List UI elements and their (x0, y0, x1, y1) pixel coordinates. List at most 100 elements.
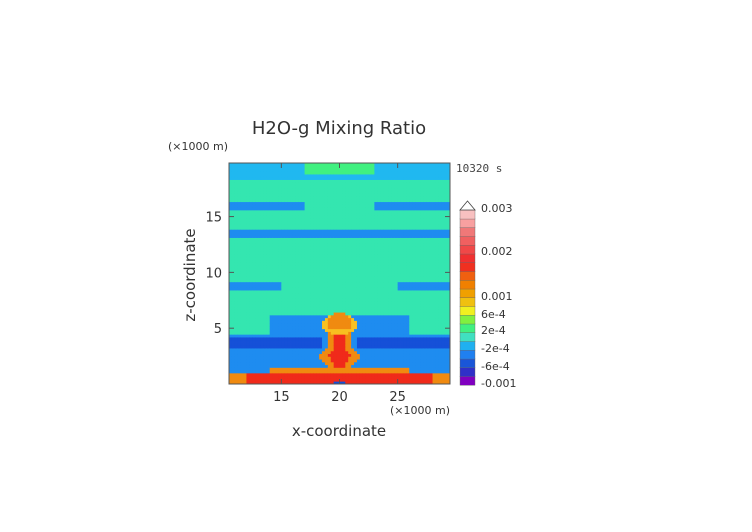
heatmap-cell (266, 265, 271, 269)
heatmap-cell (278, 223, 282, 227)
heatmap-cell (397, 364, 401, 368)
heatmap-cell (316, 370, 320, 374)
heatmap-cell (339, 185, 343, 189)
heatmap-cell (281, 331, 285, 335)
heatmap-cell (388, 256, 393, 261)
heatmap-cell (359, 364, 364, 368)
heatmap-cell (351, 187, 355, 192)
heatmap-cell (269, 290, 274, 294)
heatmap-cell (231, 256, 236, 261)
heatmap-cell (272, 348, 276, 352)
heatmap-cell (266, 287, 271, 291)
heatmap-cell (368, 168, 372, 172)
heatmap-cell (249, 276, 253, 280)
heatmap-cell (400, 223, 404, 227)
heatmap-cell (295, 317, 300, 321)
heatmap-cell (356, 312, 361, 316)
heatmap-cell (260, 237, 265, 241)
heatmap-cell (327, 372, 332, 377)
heatmap-cell (403, 226, 407, 230)
heatmap-cell (339, 193, 343, 197)
heatmap-cell (292, 168, 297, 172)
heatmap-cell (307, 223, 311, 227)
heatmap-cell (368, 295, 372, 299)
heatmap-cell (281, 248, 285, 252)
heatmap-cell (359, 168, 364, 172)
heatmap-cell (359, 290, 364, 294)
heatmap-cell (359, 179, 364, 183)
heatmap-cell (386, 232, 390, 236)
heatmap-cell (243, 334, 247, 338)
heatmap-cell (333, 179, 337, 183)
heatmap-cell (400, 187, 404, 192)
heatmap-cell (231, 223, 236, 227)
heatmap-cell (275, 240, 279, 244)
heatmap-cell (374, 314, 378, 319)
heatmap-cell (362, 243, 367, 247)
heatmap-cell (229, 234, 233, 238)
heatmap-cell (409, 320, 413, 324)
heatmap-cell (324, 292, 329, 296)
heatmap-cell (298, 171, 303, 175)
heatmap-cell (330, 245, 335, 250)
heatmap-cell (380, 165, 384, 169)
heatmap-cell (295, 171, 300, 175)
heatmap-cell (310, 251, 314, 255)
heatmap-cell (269, 361, 274, 366)
heatmap-cell (287, 256, 291, 261)
heatmap-cell (240, 209, 244, 214)
heatmap-cell (266, 215, 271, 219)
heatmap-cell (295, 165, 300, 169)
heatmap-cell (266, 245, 271, 250)
heatmap-cell (374, 201, 378, 205)
heatmap-cell (269, 312, 274, 316)
heatmap-cell (333, 207, 337, 211)
heatmap-cell (403, 168, 407, 172)
heatmap-cell (388, 323, 393, 327)
heatmap-cell (263, 226, 268, 230)
heatmap-cell (307, 240, 311, 244)
heatmap-cell (313, 331, 317, 335)
heatmap-cell (403, 165, 407, 169)
heatmap-cell (240, 325, 244, 330)
heatmap-cell (229, 298, 233, 302)
heatmap-cell (298, 218, 303, 222)
heatmap-cell (322, 361, 326, 366)
heatmap-cell (374, 323, 378, 327)
heatmap-cell (229, 370, 233, 374)
heatmap-cell (252, 295, 256, 299)
heatmap-cell (386, 314, 390, 319)
heatmap-cell (362, 276, 367, 280)
heatmap-cell (354, 279, 358, 283)
heatmap-cell (272, 209, 276, 214)
heatmap-cell (272, 364, 276, 368)
heatmap-cell (342, 337, 346, 341)
heatmap-cell (391, 337, 396, 341)
heatmap-cell (394, 372, 399, 377)
heatmap-cell (304, 259, 308, 263)
heatmap-cell (377, 229, 381, 233)
heatmap-cell (397, 267, 401, 272)
heatmap-cell (246, 312, 250, 316)
heatmap-cell (298, 356, 303, 360)
heatmap-cell (231, 342, 236, 346)
heatmap-cell (272, 292, 276, 296)
heatmap-cell (324, 204, 329, 208)
heatmap-cell (252, 229, 256, 233)
heatmap-cell (290, 306, 294, 310)
heatmap-cell (266, 193, 271, 197)
heatmap-cell (281, 212, 285, 216)
heatmap-cell (266, 198, 271, 203)
heatmap-cell (383, 295, 387, 299)
heatmap-cell (304, 215, 308, 219)
heatmap-cell (260, 251, 265, 255)
heatmap-cell (403, 174, 407, 178)
heatmap-cell (354, 303, 358, 308)
heatmap-cell (304, 212, 308, 216)
heatmap-cell (316, 381, 320, 385)
heatmap-cell (316, 279, 320, 283)
heatmap-cell (310, 378, 314, 382)
heatmap-cell (301, 182, 306, 186)
heatmap-cell (249, 339, 253, 343)
heatmap-cell (351, 209, 355, 214)
